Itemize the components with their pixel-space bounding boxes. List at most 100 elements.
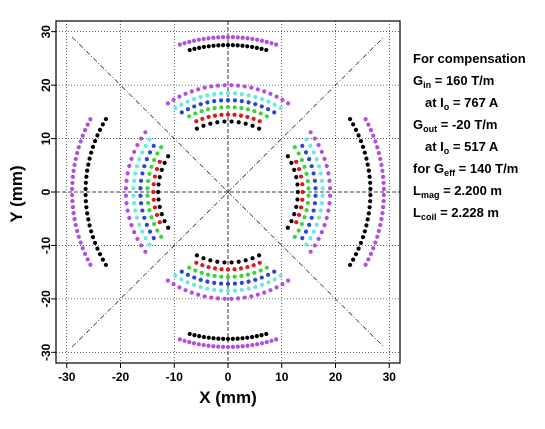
- y-tick-label: -10: [39, 236, 53, 254]
- data-point-purple: [196, 292, 201, 297]
- data-point-blue: [139, 178, 144, 183]
- data-point-purple: [70, 174, 75, 179]
- data-point-blue: [185, 107, 190, 112]
- data-point-purple: [319, 230, 324, 235]
- data-point-black: [197, 45, 202, 50]
- data-point-black: [157, 174, 162, 180]
- data-point-green: [212, 105, 217, 111]
- data-point-black: [215, 120, 220, 125]
- data-point-green: [159, 145, 164, 150]
- data-point-cyan: [311, 229, 316, 234]
- data-point-black: [364, 156, 369, 161]
- data-point-purple: [75, 228, 80, 234]
- data-point-black: [100, 122, 105, 127]
- data-point-green: [147, 208, 152, 213]
- data-point-purple: [196, 87, 201, 92]
- data-point-purple: [85, 257, 90, 262]
- data-point-cyan: [320, 193, 325, 198]
- data-point-blue: [253, 277, 258, 282]
- data-point-black: [85, 211, 90, 216]
- data-point-red: [232, 112, 237, 117]
- data-point-purple: [366, 257, 371, 262]
- data-point-cyan: [318, 208, 323, 213]
- data-point-green: [304, 208, 309, 213]
- data-point-purple: [127, 215, 132, 221]
- data-point-purple: [262, 290, 267, 295]
- data-point-green: [199, 109, 204, 114]
- data-point-blue: [259, 275, 264, 280]
- axes: [56, 21, 400, 363]
- data-point-purple: [177, 42, 182, 47]
- annotation-title: For compensation: [413, 51, 526, 66]
- data-point-black: [221, 43, 226, 48]
- data-point-black: [90, 144, 96, 149]
- data-point-cyan: [225, 91, 231, 96]
- plot-frame: [51, 20, 401, 368]
- data-point-purple: [177, 337, 182, 342]
- data-point-green: [219, 274, 224, 279]
- data-point-purple: [230, 35, 235, 40]
- data-point-purple: [322, 223, 327, 228]
- data-point-blue: [313, 186, 318, 191]
- data-point-red: [225, 267, 231, 272]
- data-point-purple: [259, 341, 265, 346]
- data-point-purple: [202, 85, 207, 90]
- data-point-black: [347, 116, 353, 122]
- data-point-black: [211, 43, 216, 48]
- data-point-green: [239, 273, 244, 279]
- data-point-red: [151, 197, 156, 202]
- data-point-red: [194, 119, 199, 124]
- data-point-cyan: [191, 282, 197, 287]
- data-point-purple: [88, 117, 93, 122]
- data-point-cyan: [308, 236, 313, 241]
- data-point-black: [192, 333, 197, 338]
- data-point-blue: [225, 97, 231, 103]
- data-point-purple: [380, 211, 385, 216]
- data-point-black: [225, 336, 231, 342]
- x-tick-label: -20: [112, 370, 130, 384]
- data-point-purple: [380, 168, 385, 173]
- data-point-purple: [183, 91, 188, 96]
- data-point-red: [238, 113, 244, 118]
- data-point-green: [155, 228, 160, 233]
- data-point-purple: [216, 344, 221, 349]
- data-point-purple: [373, 240, 378, 245]
- data-point-cyan: [239, 92, 244, 97]
- data-point-black: [208, 121, 213, 126]
- data-point-purple: [196, 37, 201, 42]
- data-point-purple: [379, 217, 384, 222]
- data-point-green: [299, 157, 305, 163]
- data-point-purple: [209, 84, 214, 89]
- data-point-purple: [70, 198, 75, 204]
- data-point-green: [306, 193, 311, 198]
- data-point-blue: [266, 272, 271, 277]
- data-point-blue: [309, 164, 314, 169]
- data-point-black: [103, 116, 109, 122]
- data-point-purple: [76, 145, 81, 150]
- data-point-red: [257, 260, 262, 265]
- x-axis-title: X (mm): [199, 388, 257, 407]
- data-point-purple: [206, 36, 211, 41]
- data-point-green: [145, 186, 150, 191]
- data-point-blue: [246, 100, 251, 105]
- data-point-purple: [255, 342, 260, 347]
- data-point-black: [156, 197, 161, 202]
- data-point-black: [85, 168, 90, 173]
- data-point-purple: [375, 234, 380, 239]
- data-point-purple: [327, 201, 332, 206]
- data-point-purple: [242, 295, 247, 300]
- data-point-purple: [202, 294, 207, 299]
- data-point-blue: [192, 275, 197, 280]
- data-point-red: [296, 212, 302, 218]
- annotation-l-mag: Lmag = 2.200 m: [413, 183, 502, 200]
- data-point-cyan: [140, 150, 145, 155]
- data-point-purple: [191, 38, 197, 43]
- data-point-cyan: [185, 280, 190, 285]
- data-point-black: [367, 205, 372, 210]
- data-point-blue: [313, 193, 318, 198]
- data-point-cyan: [278, 273, 283, 278]
- data-point-red: [206, 264, 211, 270]
- data-point-purple: [375, 145, 380, 150]
- data-point-black: [292, 212, 297, 217]
- data-point-black: [87, 223, 92, 228]
